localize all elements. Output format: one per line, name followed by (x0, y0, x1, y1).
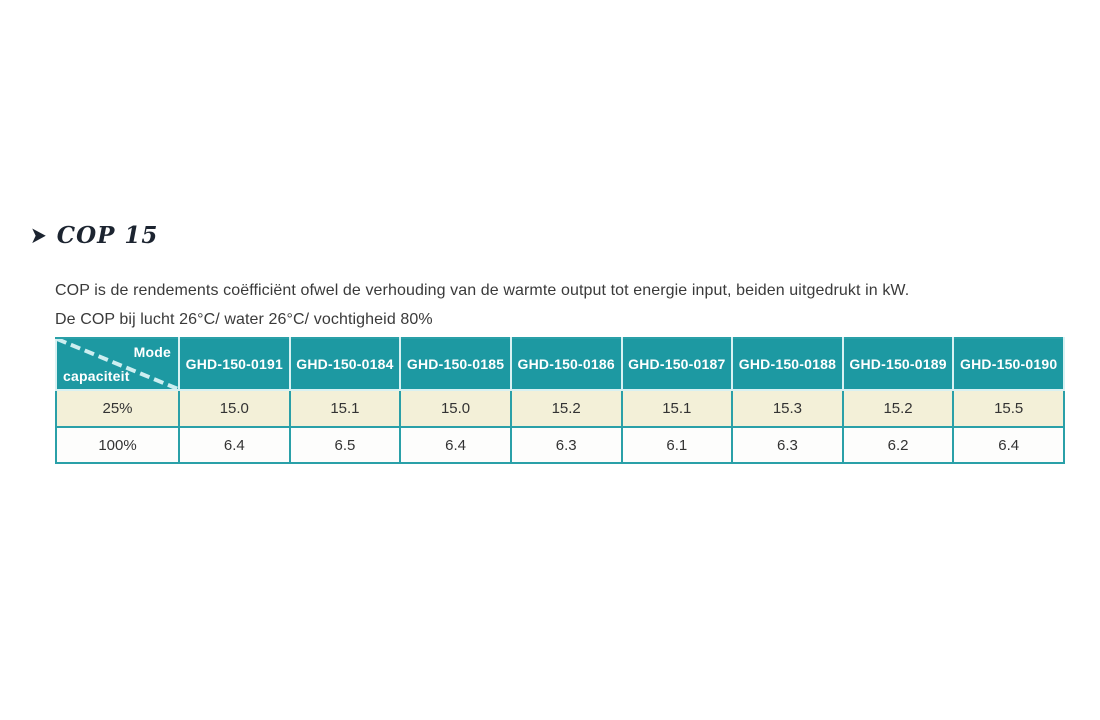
cop-value: 15.1 (620, 389, 734, 428)
column-header: GHD-150-0188 (731, 337, 844, 391)
column-header: GHD-150-0187 (620, 337, 734, 391)
intro-line-2: De COP bij lucht 26°C/ water 26°C/ vocht… (55, 311, 433, 328)
table-row-100pct: 100% 6.4 6.5 6.4 6.3 6.1 6.3 6.2 6.4 (55, 426, 1065, 464)
row-label: 100% (55, 426, 180, 464)
intro-line-1: COP is de rendements coëfficiënt ofwel d… (55, 282, 910, 299)
cop-table: Mode capaciteit GHD-150-0191 GHD-150-018… (55, 337, 1065, 464)
cop-value: 6.3 (731, 426, 844, 464)
column-header: GHD-150-0189 (841, 337, 955, 391)
cop-value: 15.2 (509, 389, 623, 428)
table-header-row: Mode capaciteit GHD-150-0191 GHD-150-018… (55, 337, 1065, 391)
column-header: GHD-150-0185 (399, 337, 512, 391)
cop-value: 6.2 (841, 426, 955, 464)
cop-value: 6.4 (952, 426, 1065, 464)
cop-value: 15.5 (952, 389, 1065, 428)
cop-value: 6.4 (178, 426, 291, 464)
cop-value: 15.0 (399, 389, 512, 428)
corner-label-mode: Mode (133, 344, 171, 360)
page-title: COP 15 (56, 222, 159, 249)
cop-value: 6.1 (620, 426, 734, 464)
cop-value: 6.4 (399, 426, 512, 464)
corner-label-capaciteit: capaciteit (63, 368, 130, 384)
section-heading: ➤ COP 15 (30, 222, 158, 249)
table-row-25pct: 25% 15.0 15.1 15.0 15.2 15.1 15.3 15.2 1… (55, 389, 1065, 428)
diagonal-divider (57, 339, 178, 389)
cop-value: 15.2 (841, 389, 955, 428)
cop-value: 15.3 (731, 389, 844, 428)
column-header: GHD-150-0191 (178, 337, 291, 391)
cop-value: 6.3 (509, 426, 623, 464)
table-corner-cell: Mode capaciteit (55, 337, 180, 391)
column-header: GHD-150-0190 (952, 337, 1065, 391)
intro-paragraph: COP is de rendements coëfficiënt ofwel d… (55, 276, 1065, 334)
cop-value: 15.1 (288, 389, 402, 428)
column-header: GHD-150-0184 (288, 337, 402, 391)
row-label: 25% (55, 389, 180, 428)
cop-value: 6.5 (288, 426, 402, 464)
arrow-bullet-icon: ➤ (30, 222, 47, 249)
column-header: GHD-150-0186 (509, 337, 623, 391)
cop-value: 15.0 (178, 389, 291, 428)
